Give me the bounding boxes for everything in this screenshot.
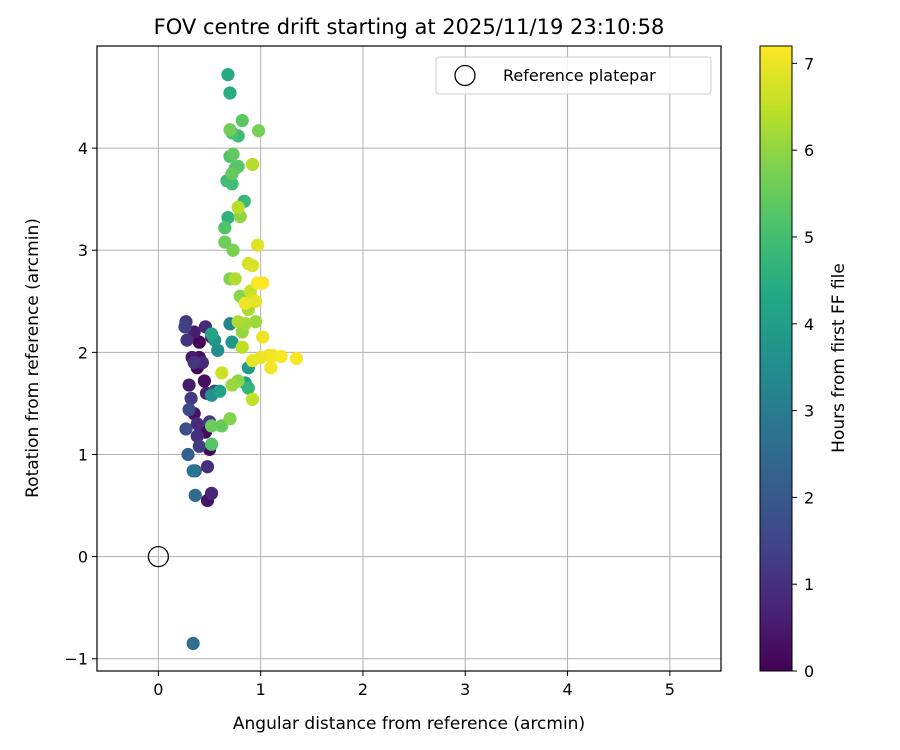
data-point xyxy=(200,460,215,474)
data-point xyxy=(182,378,196,392)
data-point xyxy=(213,384,227,398)
data-point xyxy=(221,210,235,225)
data-point xyxy=(184,391,198,405)
data-point xyxy=(178,320,192,334)
y-tick-label: 4 xyxy=(78,139,88,158)
data-point xyxy=(186,464,200,478)
data-point xyxy=(190,417,204,431)
data-point xyxy=(211,343,225,357)
data-point xyxy=(264,361,278,375)
colorbar-tick-label: 3 xyxy=(804,402,814,421)
reference-platepar-marker xyxy=(147,545,170,568)
data-point xyxy=(223,412,237,426)
colorbar-tick-label: 7 xyxy=(804,54,814,73)
plot-frame xyxy=(96,45,722,672)
grid xyxy=(97,46,721,671)
data-point xyxy=(251,238,265,252)
legend-entry-reference: Reference platepar xyxy=(503,66,656,85)
colorbar: 0 1 2 3 4 5 6 7 Hours from first FF file xyxy=(759,45,849,681)
legend-box xyxy=(435,56,712,95)
chart-title: FOV centre drift starting at 2025/11/19 … xyxy=(154,15,665,39)
data-point xyxy=(225,378,239,392)
data-point xyxy=(190,429,204,443)
x-axis-ticks: 0 1 2 3 4 5 xyxy=(153,671,675,699)
y-axis-label: Rotation from reference (arcmin) xyxy=(23,218,43,498)
colorbar-gradient xyxy=(759,45,793,672)
colorbar-tick-label: 0 xyxy=(804,662,814,681)
data-point xyxy=(192,439,206,453)
data-point xyxy=(180,333,194,347)
legend-reference-marker xyxy=(454,64,476,87)
y-tick-label: 0 xyxy=(78,548,88,567)
colorbar-ticks: 0 1 2 3 4 5 6 7 xyxy=(792,54,814,681)
colorbar-tick-label: 6 xyxy=(804,141,814,160)
data-point xyxy=(192,335,206,349)
x-tick-label: 3 xyxy=(460,680,470,699)
data-point xyxy=(252,124,266,138)
data-point xyxy=(225,167,239,181)
data-point xyxy=(218,221,232,235)
data-point xyxy=(226,243,240,257)
data-point xyxy=(231,315,245,329)
data-point xyxy=(204,486,219,500)
data-point xyxy=(248,294,263,308)
data-point xyxy=(238,296,252,310)
x-tick-label: 4 xyxy=(562,680,572,699)
data-point xyxy=(226,147,240,161)
data-point xyxy=(223,86,237,100)
data-point xyxy=(223,123,237,137)
data-point xyxy=(197,374,212,388)
colorbar-tick-label: 4 xyxy=(804,315,814,334)
x-axis-label: Angular distance from reference (arcmin) xyxy=(233,714,585,734)
data-point xyxy=(188,488,202,502)
data-point xyxy=(256,330,270,344)
data-point xyxy=(235,340,249,354)
data-point xyxy=(289,351,304,366)
data-point xyxy=(248,315,263,329)
data-point xyxy=(181,447,195,462)
data-point xyxy=(221,67,235,82)
x-tick-label: 5 xyxy=(665,680,675,699)
data-point xyxy=(241,381,255,395)
data-point xyxy=(235,113,249,128)
data-point xyxy=(187,355,201,370)
colorbar-tick-label: 5 xyxy=(804,228,814,247)
data-point xyxy=(218,235,232,249)
data-point xyxy=(231,200,245,214)
y-axis-ticks: −1 0 1 2 3 4 xyxy=(64,139,97,669)
colorbar-tick-label: 2 xyxy=(804,488,814,507)
data-point xyxy=(179,422,193,436)
data-point xyxy=(245,392,260,406)
data-point xyxy=(215,366,229,380)
data-point xyxy=(256,276,270,290)
data-point xyxy=(204,327,219,341)
y-tick-label: −1 xyxy=(64,650,88,669)
y-tick-label: 3 xyxy=(78,241,88,260)
x-tick-label: 1 xyxy=(256,680,266,699)
y-tick-label: 1 xyxy=(78,445,88,464)
data-point xyxy=(225,335,239,349)
data-point xyxy=(204,437,219,451)
data-point xyxy=(245,258,260,273)
data-point xyxy=(228,272,242,286)
reference-marker-group xyxy=(147,545,170,568)
data-point xyxy=(274,349,288,364)
x-tick-label: 0 xyxy=(153,680,163,699)
colorbar-tick-label: 1 xyxy=(804,575,814,594)
data-point xyxy=(182,402,196,417)
data-points xyxy=(178,67,304,651)
data-point xyxy=(245,157,260,172)
data-point xyxy=(186,636,200,651)
legend: Reference platepar xyxy=(435,56,712,95)
x-tick-label: 2 xyxy=(358,680,368,699)
colorbar-label: Hours from first FF file xyxy=(829,263,849,453)
data-point xyxy=(204,419,219,433)
y-tick-label: 2 xyxy=(78,343,88,362)
